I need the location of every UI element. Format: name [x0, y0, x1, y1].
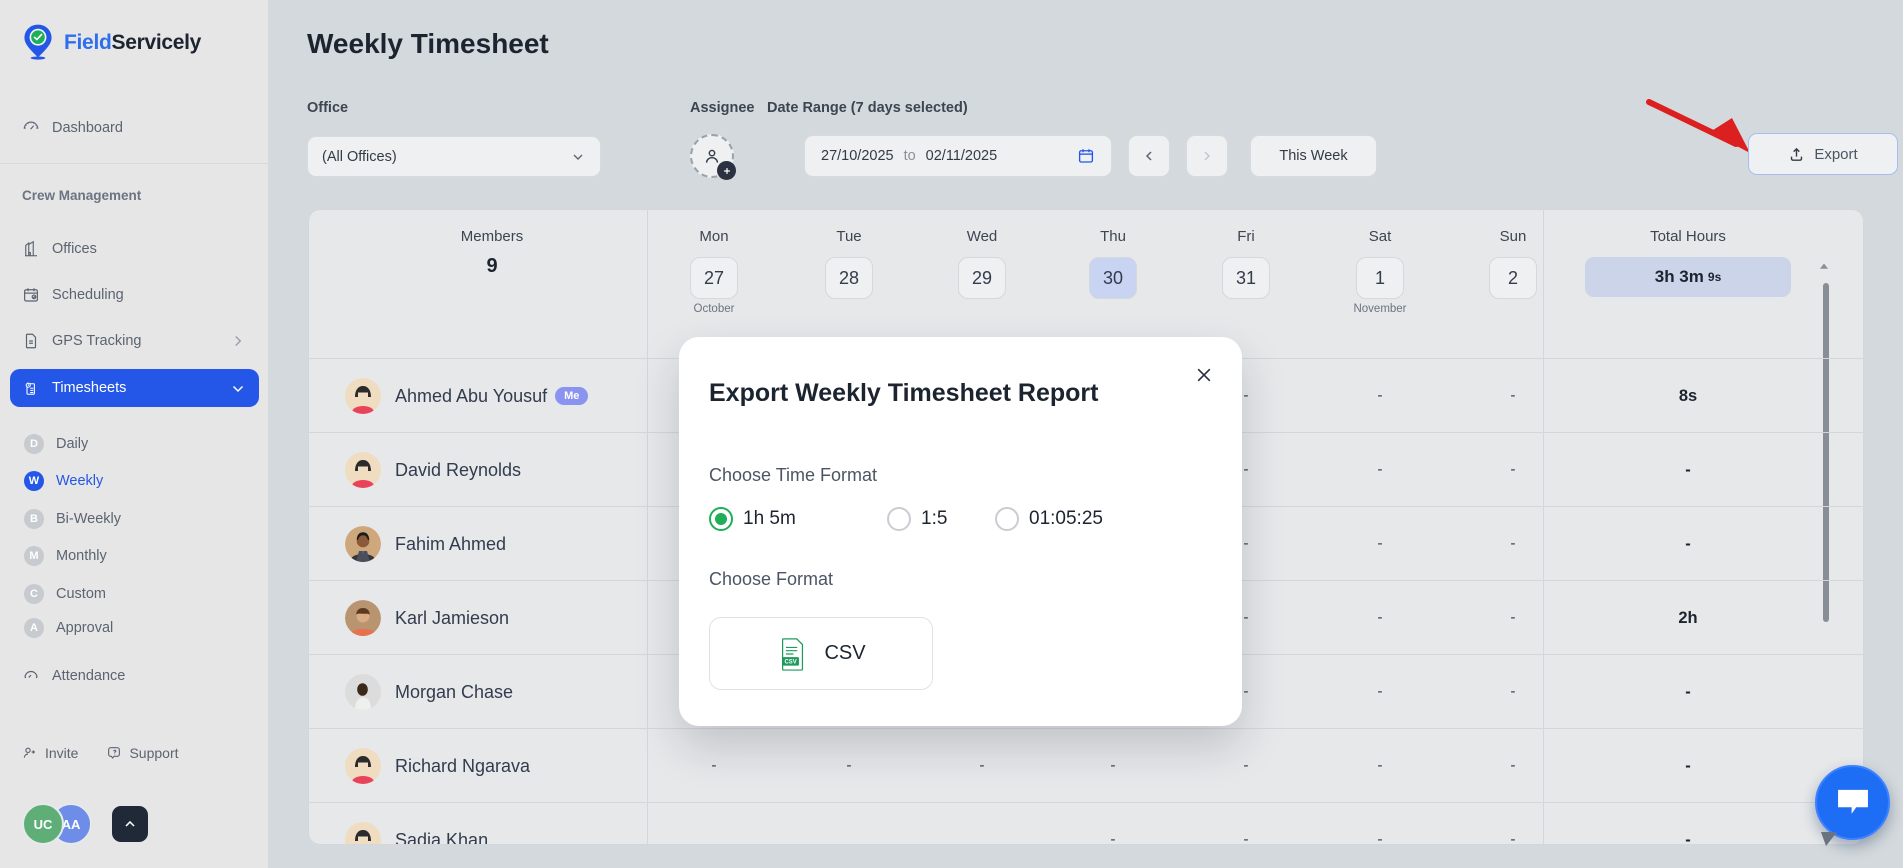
svg-text:CSV: CSV	[785, 659, 797, 665]
